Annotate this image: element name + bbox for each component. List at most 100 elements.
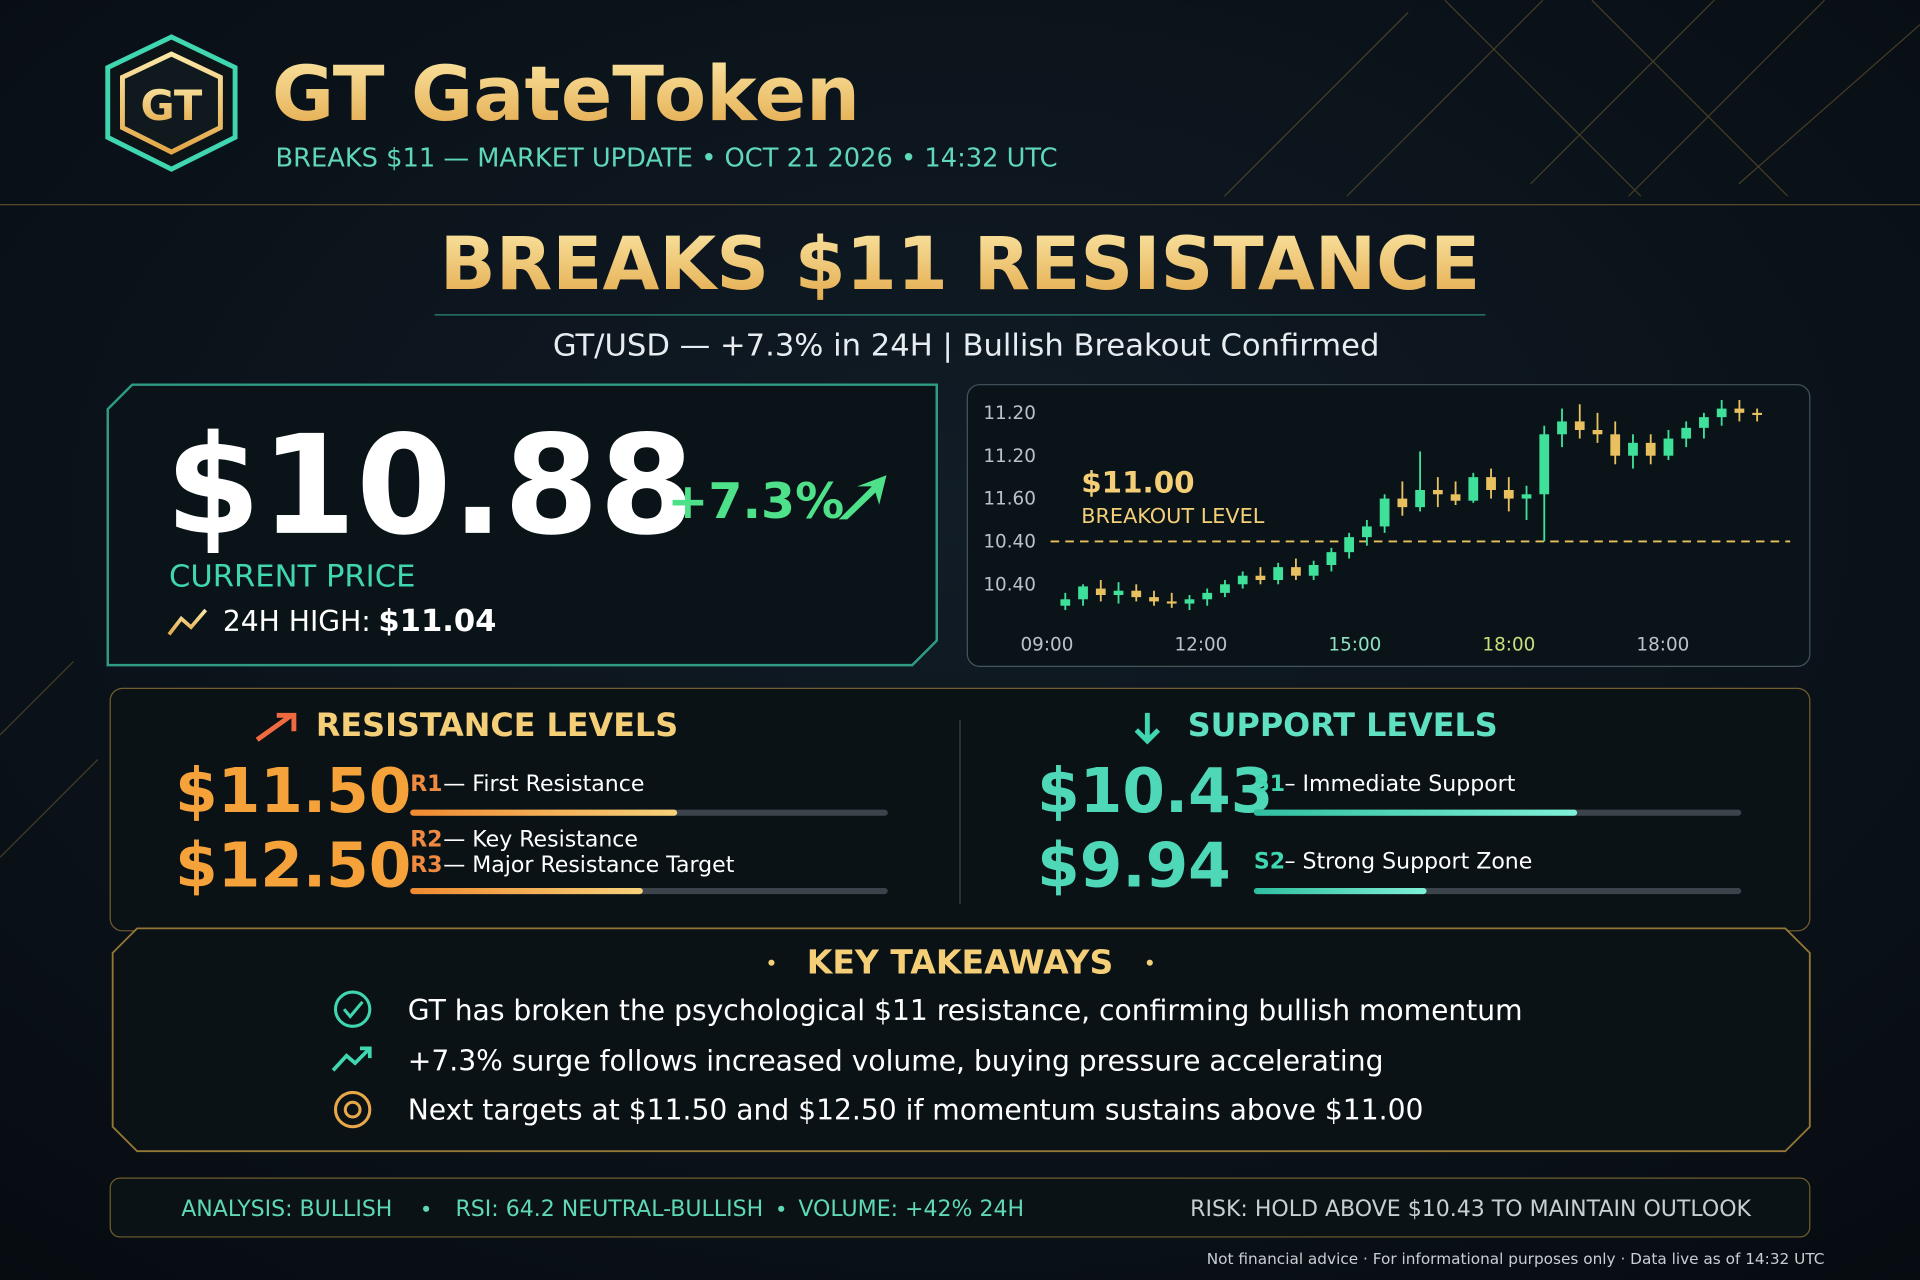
support-title: SUPPORT LEVELS [1188, 706, 1498, 744]
takeaway: Next targets at $11.50 and $12.50 if mom… [408, 1093, 1424, 1126]
takeaways-panel [111, 927, 1811, 1153]
price-panel [106, 383, 938, 667]
high-label: 24H HIGH: [223, 605, 371, 638]
candle-body [1184, 599, 1195, 604]
footer-item: ANALYSIS: BULLISH [181, 1197, 392, 1222]
decor-lines [0, 0, 1920, 858]
candle-body [1539, 434, 1550, 495]
x-tick-label: 18:00 [1636, 634, 1689, 655]
candle-body [1716, 408, 1727, 418]
check-mark [342, 1000, 364, 1019]
support-icon [1134, 712, 1161, 745]
resistance-price: $11.50 [175, 756, 411, 827]
y-tick-label: 11.20 [983, 446, 1036, 467]
level-code: R3 [410, 853, 442, 878]
takeaways-title: KEY TAKEAWAYS [807, 943, 1114, 982]
candle-body [1361, 526, 1372, 538]
candle-body [1166, 601, 1177, 604]
x-tick-label: 12:00 [1174, 634, 1227, 655]
candle-body [1095, 588, 1106, 595]
candle-body [1379, 498, 1390, 527]
breakout-caption: BREAKOUT LEVEL [1081, 504, 1265, 528]
takeaway: +7.3% surge follows increased volume, bu… [408, 1044, 1384, 1077]
candle-body [1308, 565, 1319, 576]
level-code: R2 [410, 827, 442, 852]
resistance-price: $12.50 [175, 831, 411, 902]
candle-body [1610, 434, 1621, 456]
disclaimer: Not financial advice · For informational… [1207, 1250, 1825, 1268]
support-price: $9.94 [1037, 831, 1231, 902]
candle-body [1645, 442, 1656, 456]
level-bar [1253, 887, 1427, 895]
candle-body [1291, 567, 1301, 576]
candle-body [1432, 490, 1443, 495]
headline-subtitle: GT/USD — +7.3% in 24H | Bullish Breakout… [553, 328, 1380, 363]
level-code: S2 [1254, 849, 1285, 874]
candle-body [1060, 599, 1071, 606]
footer-item: VOLUME: +42% 24H [798, 1197, 1024, 1222]
current-price: $10.88 [165, 407, 694, 566]
resistance-icon [255, 712, 297, 742]
headline: BREAKS $11 RESISTANCE [440, 222, 1481, 307]
trend-icon [167, 608, 208, 636]
brand-subtitle: BREAKS $11 — MARKET UPDATE • OCT 21 2026… [276, 144, 1058, 174]
price-change: +7.3% [667, 473, 844, 530]
x-tick-label: 15:00 [1328, 634, 1381, 655]
candle-body [1415, 490, 1425, 508]
candle-body [1663, 438, 1674, 456]
footer-dot [778, 1205, 785, 1212]
check-icon [333, 990, 372, 1028]
candle-body [1397, 498, 1408, 508]
candle-body [1131, 590, 1142, 598]
target-icon-inner [343, 1100, 362, 1119]
current-price-label: CURRENT PRICE [169, 560, 415, 595]
takeaway: GT has broken the psychological $11 resi… [408, 994, 1523, 1027]
resistance-title: RESISTANCE LEVELS [316, 706, 678, 744]
breakout-label: $11.00 [1081, 465, 1194, 499]
candle-body [1468, 477, 1479, 501]
brand-title: GT GateToken [272, 50, 860, 138]
candle-body [1521, 494, 1532, 499]
candle-body [1220, 584, 1230, 593]
candle-body [1752, 412, 1763, 415]
candle-body [1557, 421, 1567, 435]
candle-body [1681, 427, 1692, 439]
y-tick-label: 10.40 [983, 532, 1036, 553]
x-tick-label: 18:00 [1482, 634, 1535, 655]
candle-body [1574, 421, 1585, 430]
level-code: S1 [1254, 772, 1285, 797]
candle-body [1237, 575, 1248, 585]
level-name: — Key Resistance [443, 827, 638, 852]
y-tick-label: 10.40 [983, 574, 1036, 595]
level-code: R1 [410, 772, 442, 797]
target-icon [333, 1090, 372, 1129]
candlestick-chart: 11.20 11.20 11.60 10.40 10.40 09:00 12:00 15:00… [983, 399, 1791, 655]
level-name: — Major Resistance Target [443, 853, 734, 878]
y-tick-label: 11.20 [983, 403, 1036, 424]
x-tick-label: 09:00 [1020, 634, 1073, 655]
candle-body [1078, 586, 1088, 600]
level-name: – Immediate Support [1284, 772, 1515, 797]
title-dot [768, 959, 775, 966]
up-arrow-icon [838, 475, 887, 520]
candle-body [1255, 575, 1266, 580]
logo-hex-inner [120, 51, 223, 155]
candle-body [1273, 567, 1284, 580]
level-bar [1253, 809, 1578, 816]
y-tick-label: 11.60 [983, 489, 1036, 510]
candle-body [1202, 592, 1213, 600]
footer-item: RSI: 64.2 NEUTRAL-BULLISH [456, 1197, 764, 1222]
candle-body [1592, 430, 1603, 435]
support-price: $10.43 [1037, 756, 1273, 827]
candle-body [1344, 537, 1355, 553]
level-name: – Strong Support Zone [1284, 849, 1532, 874]
candle-body [1734, 408, 1745, 413]
footer-dot [423, 1205, 430, 1212]
level-bar [410, 887, 643, 895]
trend-icon [331, 1046, 372, 1072]
level-name: — First Resistance [443, 772, 644, 797]
candle-body [1450, 494, 1461, 501]
candle-body [1503, 490, 1514, 499]
